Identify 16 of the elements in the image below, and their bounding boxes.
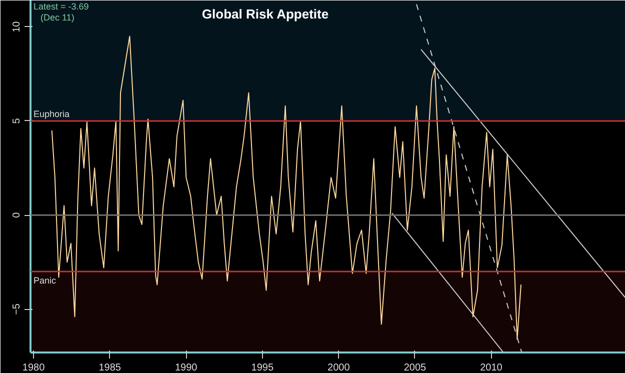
ref-line-label: Euphoria [34, 108, 70, 119]
ref-line-label: Panic [34, 276, 57, 286]
x-tick-label: 1985 [98, 362, 122, 373]
x-tick-label: 1980 [22, 362, 46, 373]
x-tick-label: 2000 [328, 362, 350, 373]
x-tick-label: 1990 [174, 362, 198, 373]
y-tick-label: 10 [12, 20, 22, 32]
annotation: (Dec 11) [40, 12, 74, 22]
y-tick-label: −5 [12, 303, 22, 315]
y-tick-label: 5 [12, 118, 22, 124]
x-tick-label: 2010 [480, 362, 503, 373]
annotation: Latest = -3.69 [34, 2, 89, 12]
text: Global Risk Appetite [202, 6, 329, 22]
x-tick-label: 2005 [404, 362, 427, 373]
x-tick-label: 1995 [251, 362, 274, 373]
y-tick-label: 0 [12, 212, 22, 218]
